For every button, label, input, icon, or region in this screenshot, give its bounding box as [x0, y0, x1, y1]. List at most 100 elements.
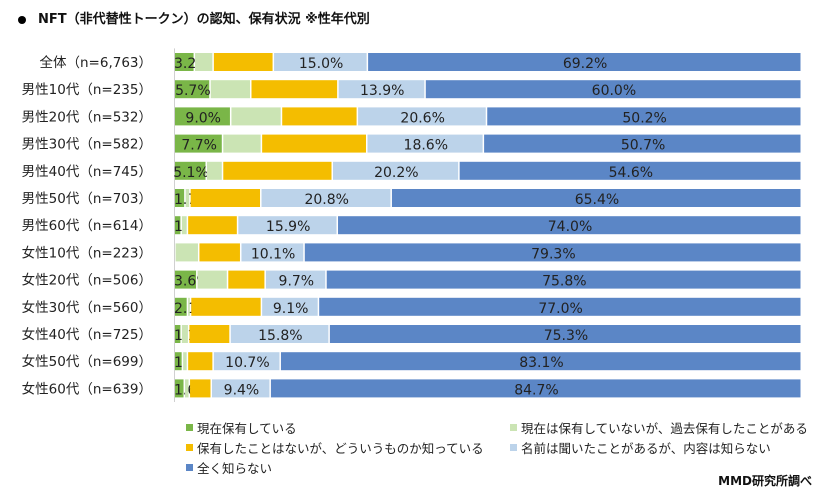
bar-segment	[487, 107, 801, 126]
bar-segment	[175, 216, 181, 235]
category-label: 女性50代（n=699）	[22, 353, 152, 370]
legend-label: 保有したことはないが、どういうものか知っている	[197, 441, 484, 456]
bar-segment	[326, 270, 801, 289]
bar-segment	[195, 53, 213, 71]
bar-segment	[175, 270, 197, 289]
category-label: 女性60代（n=639）	[22, 380, 152, 397]
bar-segment	[223, 161, 332, 180]
data-label: 15.0%	[299, 56, 343, 72]
bar-segment	[175, 352, 182, 371]
bar-segment	[338, 80, 425, 99]
stacked-bar-chart: 全体（n=6,763） 3.2% 15.0% 69.2%男性10代（n=235） 5.7…	[22, 48, 801, 402]
chart-title: NFT（非代替性トークン）の認知、保有状況 ※性年代別	[18, 8, 370, 27]
bar-segment	[191, 297, 261, 316]
data-label: 9.4%	[224, 382, 260, 398]
bar-segment	[333, 161, 459, 180]
category-label: 男性40代（n=745）	[22, 164, 152, 180]
data-label: 54.6%	[609, 165, 653, 181]
data-label: 18.6%	[404, 138, 448, 154]
data-label: 10.1%	[251, 246, 295, 262]
bar-segment	[228, 270, 265, 289]
bar-segment	[231, 107, 281, 126]
bar-segment	[329, 325, 801, 343]
bar-segment	[261, 189, 391, 207]
data-label: 15.9%	[266, 219, 310, 235]
legend-item: 全く知らない	[186, 458, 272, 477]
data-label: 13.9%	[360, 83, 404, 99]
bar-segment	[206, 161, 222, 180]
category-label: 男性30代（n=582）	[22, 137, 152, 153]
legend-swatch-icon	[186, 464, 193, 471]
category-label: 女性20代（n=506）	[22, 272, 152, 289]
bar-segment	[270, 379, 801, 398]
bar-segment	[197, 270, 227, 289]
bar-segment	[282, 107, 357, 126]
bar-segment	[241, 243, 304, 262]
data-label: 20.2%	[374, 165, 418, 181]
legend-item: 現在保有している	[186, 418, 297, 437]
bar-segment	[188, 216, 237, 235]
data-label: 15.8%	[258, 328, 302, 344]
bar-segment	[319, 297, 801, 316]
bar-segment	[274, 53, 367, 71]
category-label: 全体（n=6,763）	[39, 54, 152, 71]
bar-segment	[213, 53, 273, 71]
data-label: 9.0%	[185, 110, 221, 126]
bar-segment	[304, 243, 801, 262]
category-label: 女性10代（n=223）	[22, 244, 152, 261]
bar-segment	[199, 243, 240, 262]
source-note: MMD研究所調べ	[718, 474, 812, 488]
data-label: 60.0%	[592, 83, 636, 99]
bar-segment	[262, 297, 318, 316]
bar-segment	[190, 189, 261, 207]
bar-segment	[262, 134, 366, 153]
bar-segment	[210, 80, 250, 99]
bar-segment	[175, 161, 206, 180]
bar-segment	[280, 352, 801, 371]
bar-segment	[175, 379, 184, 398]
chart-title-text: NFT（非代替性トークン）の認知、保有状況 ※性年代別	[38, 12, 370, 27]
data-label: 74.0%	[548, 219, 592, 235]
bar-segment	[189, 325, 230, 343]
bar-segment	[213, 352, 280, 371]
legend-item: 現在は保有していないが、過去保有したことがある	[510, 418, 808, 437]
data-label: 50.7%	[621, 138, 665, 154]
bar-segment	[358, 107, 486, 126]
bar-segment	[175, 107, 230, 126]
bar-segment	[175, 297, 187, 316]
data-label: 79.3%	[531, 246, 575, 262]
legend-swatch-icon	[510, 424, 517, 431]
bar-segment	[211, 379, 270, 398]
bar-segment	[181, 325, 188, 343]
legend-label: 名前は聞いたことがあるが、内容は知らない	[521, 441, 771, 456]
category-label: 男性50代（n=703）	[22, 191, 152, 207]
bar-segment	[459, 161, 801, 180]
data-label: 75.8%	[542, 274, 586, 290]
data-label: 9.7%	[279, 274, 315, 290]
bar-segment	[175, 189, 185, 207]
data-label: 5.7%	[175, 83, 211, 99]
data-label: 20.6%	[400, 110, 444, 126]
category-label: 男性20代（n=532）	[22, 109, 152, 125]
bar-segment	[368, 53, 801, 71]
category-label: 女性30代（n=560）	[22, 299, 152, 316]
category-label: 男性10代（n=235）	[22, 82, 152, 98]
bar-segment	[265, 270, 326, 289]
data-label: 69.2%	[563, 56, 607, 72]
data-label: 10.7%	[225, 355, 269, 371]
bar-segment	[175, 243, 198, 262]
bar-segment	[188, 297, 190, 316]
bar-segment	[223, 134, 261, 153]
bar-segment	[185, 379, 189, 398]
bar-segment	[190, 379, 211, 398]
legend-item: 保有したことはないが、どういうものか知っている	[186, 438, 484, 457]
legend-swatch-icon	[186, 424, 193, 431]
bar-segment	[175, 80, 210, 99]
category-label: 女性40代（n=725）	[22, 326, 152, 343]
bar-segment	[175, 325, 181, 343]
data-label: 5.1%	[173, 165, 209, 181]
data-label: 83.1%	[519, 355, 563, 371]
bar-segment	[188, 352, 213, 371]
category-label: 男性60代（n=614）	[22, 218, 152, 234]
bar-segment	[251, 80, 338, 99]
